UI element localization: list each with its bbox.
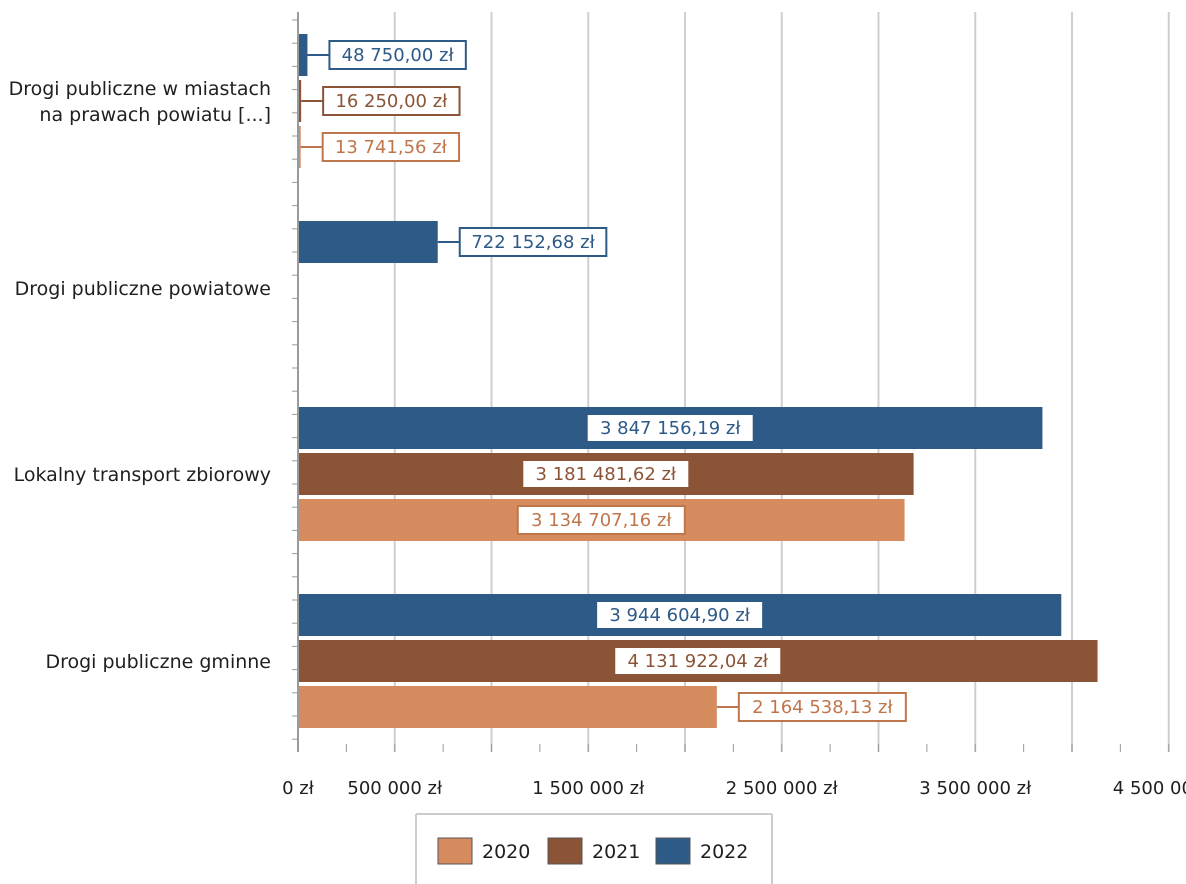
data-label-box	[585, 413, 755, 443]
legend-swatch	[547, 837, 583, 865]
data-label-box	[516, 505, 686, 535]
x-axis-tick-labels: 0 zł 500 000 zł 1 500 000 zł 2 500 000 zł 3 …	[282, 778, 1186, 799]
data-label-box	[737, 692, 907, 722]
bar	[298, 221, 438, 263]
x-tick-label: 4 500 000 zł	[1113, 778, 1186, 799]
category-label-line: Drogi publiczne gminne	[45, 651, 271, 673]
category-label-line: Lokalny transport zbiorowy	[14, 464, 271, 486]
category-label: Drogi publiczne w miastach na prawach pow…	[9, 78, 271, 126]
data-label: 3 181 481,62 zł	[536, 464, 677, 485]
legend-label: 2020	[482, 841, 530, 863]
x-tick-label: 0 zł	[282, 778, 315, 799]
bar	[298, 34, 308, 76]
category-labels: Drogi publiczne w miastach na prawach pow…	[9, 78, 271, 673]
data-label: 3 134 707,16 zł	[531, 510, 672, 531]
category-label-line: Drogi publiczne powiatowe	[15, 278, 271, 300]
data-label: 13 741,56 zł	[335, 137, 448, 158]
data-label-box	[613, 646, 783, 676]
data-label-box	[321, 132, 461, 162]
category-label-line: Drogi publiczne w miastach	[9, 78, 271, 100]
category-label: Drogi publiczne gminne	[45, 651, 271, 673]
legend-label: 2022	[700, 841, 748, 863]
data-label-box	[328, 40, 467, 70]
data-label: 16 250,00 zł	[335, 91, 448, 112]
legend-label: 2021	[592, 841, 640, 863]
data-label: 48 750,00 zł	[342, 45, 455, 66]
x-tick-label: 500 000 zł	[347, 778, 443, 799]
x-tick-label: 3 500 000 zł	[919, 778, 1032, 799]
gridlines	[345, 12, 1170, 752]
data-label-box	[322, 86, 461, 116]
legend-swatch	[655, 837, 691, 865]
data-label: 3 944 604,90 zł	[609, 605, 750, 626]
data-label-box	[458, 227, 608, 257]
bar	[298, 80, 302, 122]
bar	[298, 686, 717, 728]
category-label: Lokalny transport zbiorowy	[14, 464, 271, 486]
data-label: 722 152,68 zł	[471, 232, 595, 253]
legend-swatch	[437, 837, 473, 865]
data-label: 2 164 538,13 zł	[752, 697, 893, 718]
data-label: 3 847 156,19 zł	[600, 418, 741, 439]
data-label-box	[521, 459, 691, 489]
category-label: Drogi publiczne powiatowe	[15, 278, 271, 300]
y-axis	[292, 12, 299, 752]
x-tick-label: 2 500 000 zł	[726, 778, 839, 799]
legend: 2020 2021 2022	[415, 813, 773, 884]
bar	[298, 126, 301, 168]
data-label-box	[595, 600, 765, 630]
data-labels: 48 750,00 zł 722 152,68 zł 3 847 156,19 zł…	[300, 40, 907, 722]
category-label-line: na prawach powiatu [...]	[39, 104, 271, 126]
x-tick-label: 1 500 000 zł	[532, 778, 645, 799]
data-label: 4 131 922,04 zł	[627, 651, 768, 672]
